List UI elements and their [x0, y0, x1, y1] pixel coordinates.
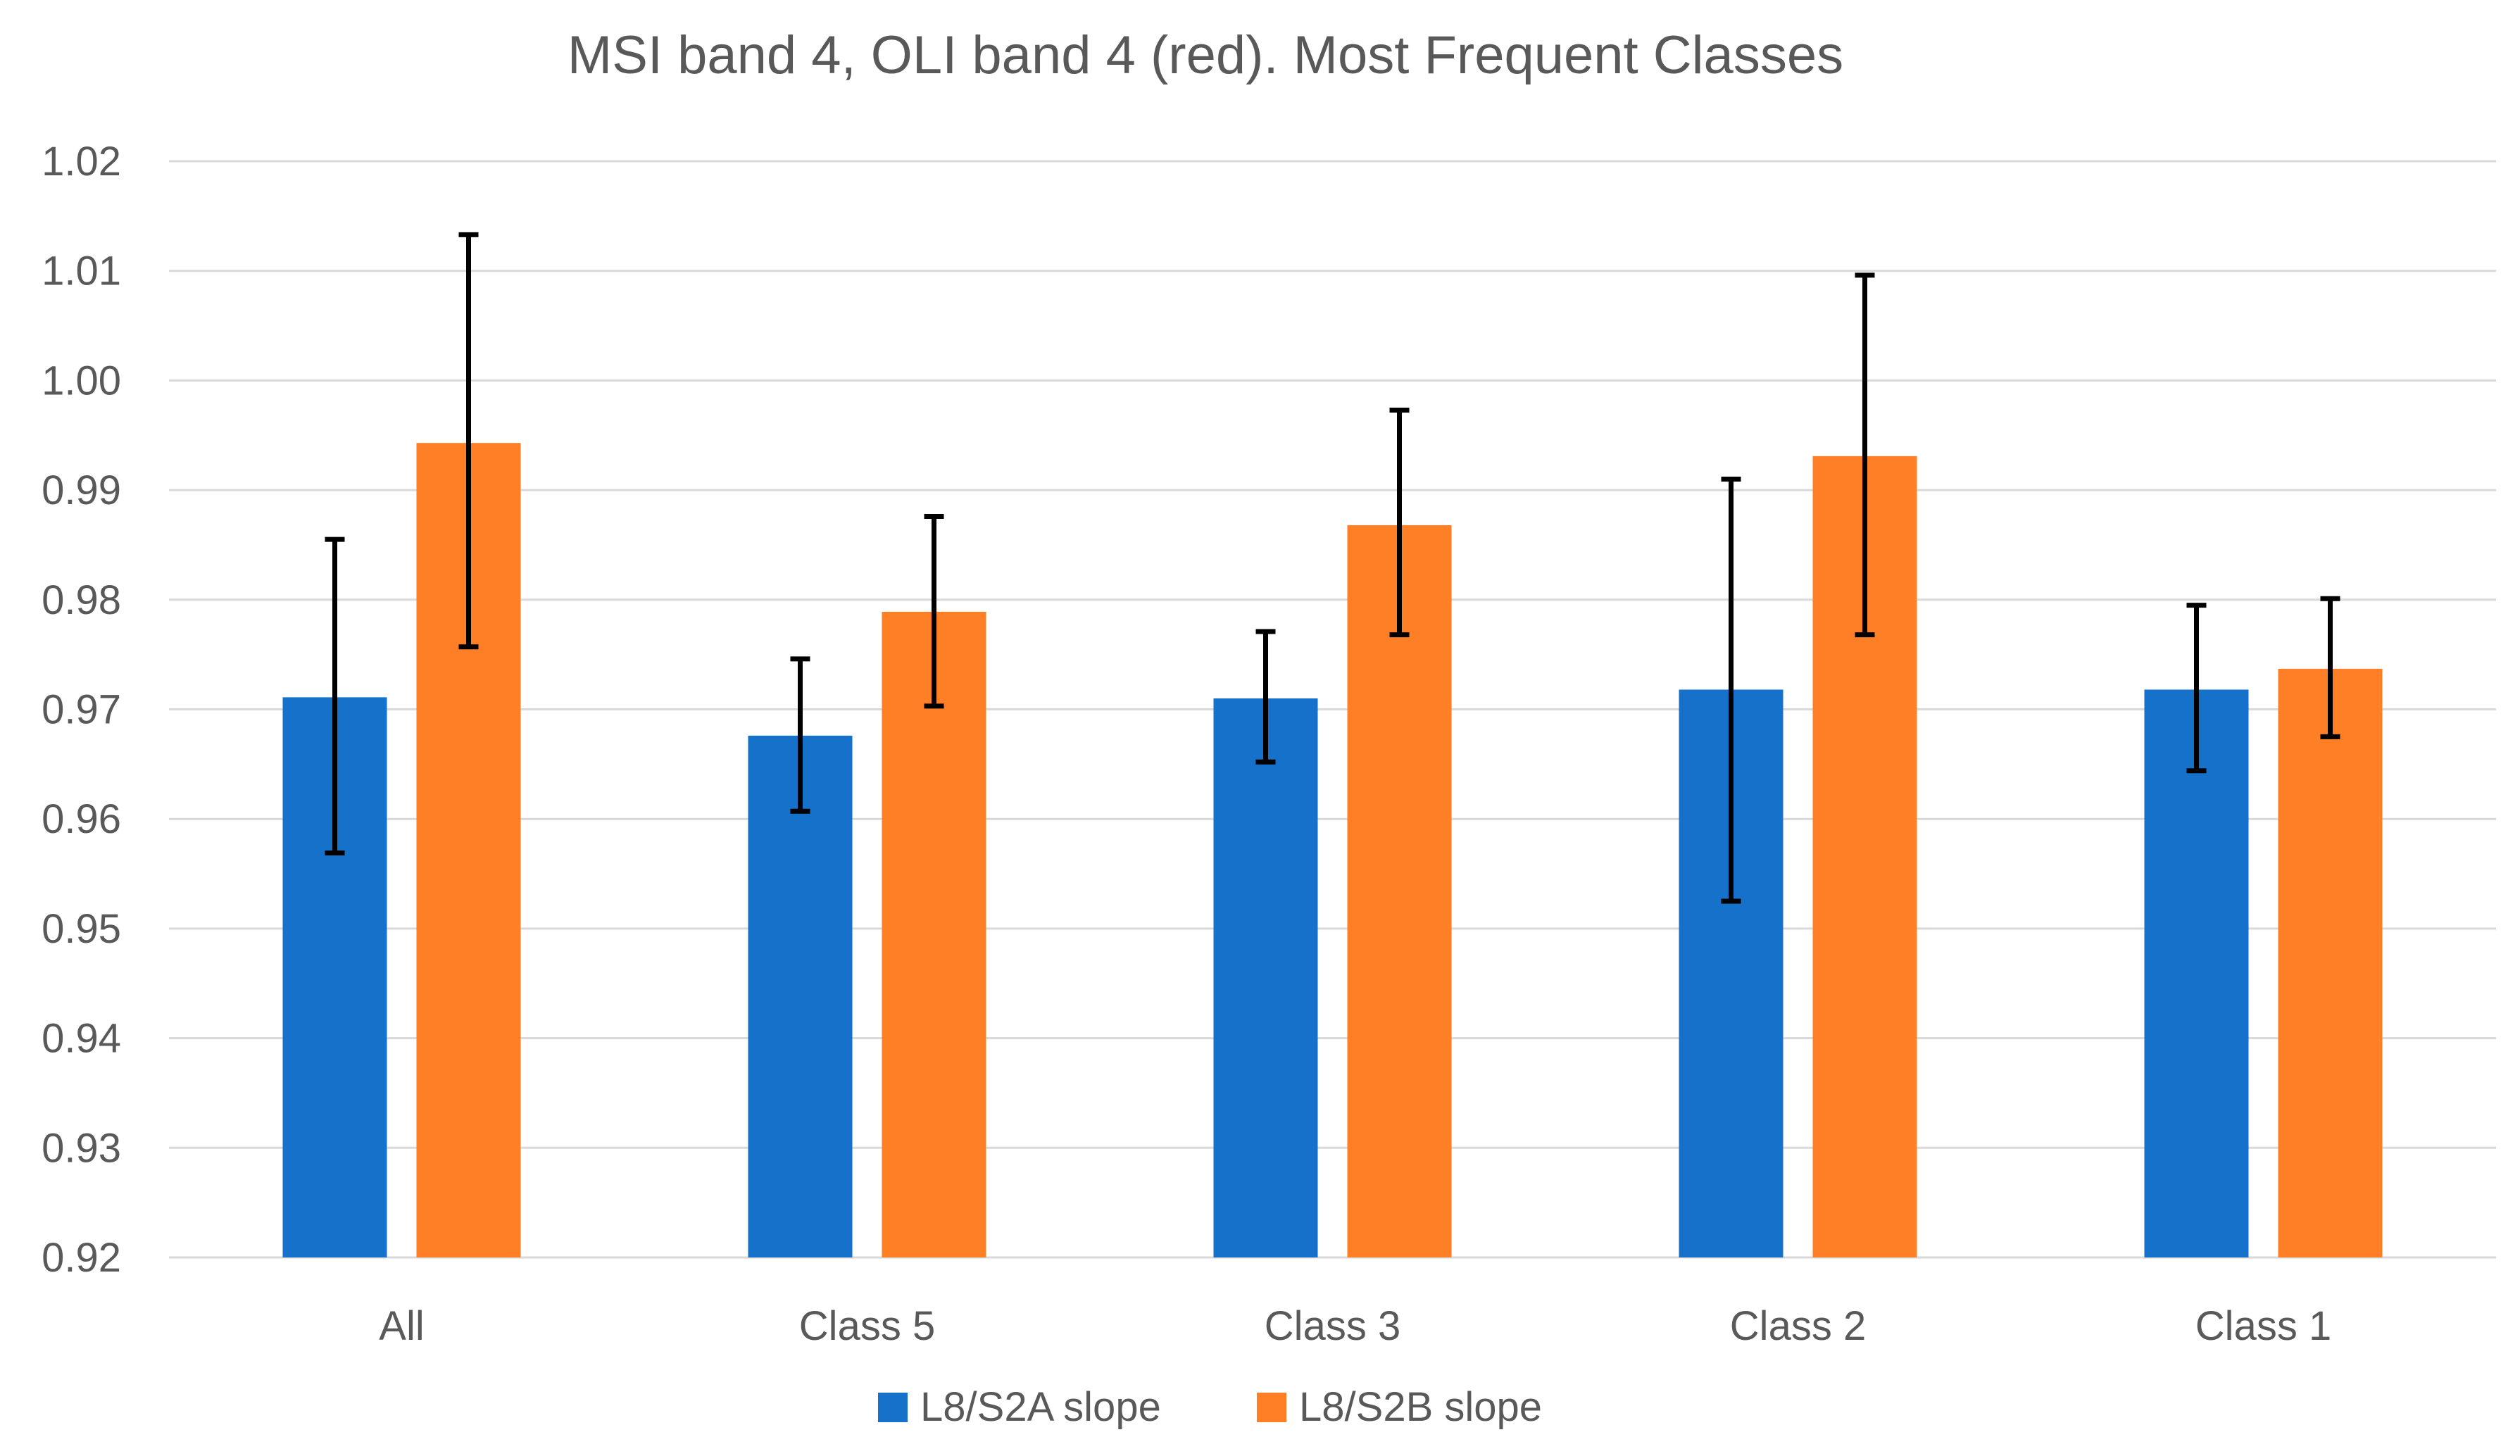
chart-title: MSI band 4, OLI band 4 (red). Most Frequ… [568, 25, 1843, 85]
error-bar [325, 536, 345, 855]
x-tick-label: Class 1 [2195, 1303, 2331, 1349]
error-bar [790, 656, 810, 814]
legend-label-s2b: L8/S2B slope [1299, 1384, 1542, 1430]
bar-s2b-class-3 [1347, 525, 1452, 1257]
gridlines [169, 160, 2496, 1259]
error-bar [1855, 272, 1875, 638]
error-bar [458, 232, 479, 650]
bar-s2b-class-5 [882, 611, 986, 1257]
bar-s2a-class-5 [748, 735, 853, 1257]
y-tick-label: 0.98 [42, 577, 121, 623]
y-tick-label: 0.92 [42, 1235, 121, 1281]
y-tick-label: 0.93 [42, 1125, 121, 1171]
x-tick-label: Class 5 [799, 1303, 935, 1349]
error-bar [1721, 477, 1741, 904]
error-bar [1255, 629, 1276, 765]
error-bar [2186, 603, 2207, 774]
legend-label-s2a: L8/S2A slope [920, 1384, 1161, 1430]
bar-s2b-class-1 [2278, 668, 2383, 1257]
bars [282, 443, 2383, 1258]
y-tick-label: 0.95 [42, 906, 121, 952]
y-tick-label: 1.00 [42, 358, 121, 403]
y-tick-label: 0.97 [42, 687, 121, 733]
y-tick-label: 0.99 [42, 467, 121, 513]
y-tick-label: 0.94 [42, 1016, 121, 1062]
error-bar [924, 513, 944, 709]
x-axis-tick-labels: All Class 5 Class 3 Class 2 Class 1 [379, 1303, 2331, 1349]
legend-swatch-s2b [1257, 1393, 1286, 1422]
y-tick-label: 1.02 [42, 139, 121, 184]
error-bar [1389, 407, 1410, 638]
y-axis-tick-labels: 0.92 0.93 0.94 0.95 0.96 0.97 0.98 0.99 1.00 1.01… [42, 139, 121, 1281]
error-bars [325, 232, 2340, 904]
y-tick-label: 1.01 [42, 249, 121, 294]
error-bar [2320, 596, 2340, 739]
bar-s2a-class-3 [1213, 698, 1318, 1257]
bar-s2a-class-1 [2144, 689, 2249, 1257]
x-tick-label: All [379, 1303, 424, 1349]
x-tick-label: Class 3 [1265, 1303, 1400, 1349]
legend-swatch-s2a [878, 1393, 908, 1422]
legend: L8/S2A slope L8/S2B slope [878, 1384, 1542, 1430]
x-tick-label: Class 2 [1730, 1303, 1866, 1349]
y-tick-label: 0.96 [42, 796, 121, 842]
